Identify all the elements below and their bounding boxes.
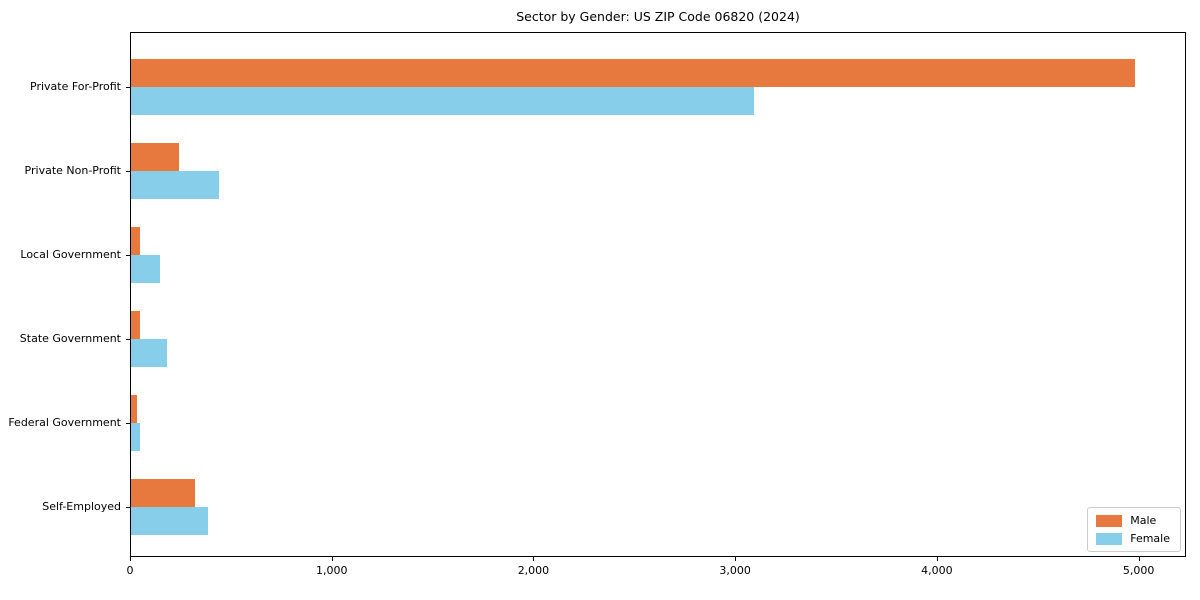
- category-label: State Government: [19, 332, 121, 345]
- y-axis-tick: [126, 423, 130, 424]
- x-axis-tick: [735, 557, 737, 561]
- category-label: Federal Government: [8, 416, 121, 429]
- y-axis-tick: [126, 87, 130, 88]
- male-bar: [131, 395, 138, 423]
- x-axis-tick: [936, 557, 938, 561]
- female-bar: [131, 423, 141, 451]
- y-axis-tick: [126, 339, 130, 340]
- female-bar: [131, 507, 208, 535]
- x-tick-label: 3,000: [719, 564, 751, 577]
- legend: Male Female: [1087, 507, 1181, 552]
- x-tick-label: 0: [126, 564, 134, 577]
- male-bar: [131, 143, 180, 171]
- y-axis-tick: [126, 255, 130, 256]
- x-tick-label: 2,000: [517, 564, 550, 577]
- male-bar: [131, 227, 141, 255]
- x-axis-tick: [331, 557, 333, 561]
- y-axis-tick: [126, 171, 130, 172]
- plot-area: [130, 32, 1186, 557]
- legend-item-male: Male: [1096, 514, 1170, 527]
- x-tick-label: 1,000: [315, 564, 348, 577]
- chart-title: Sector by Gender: US ZIP Code 06820 (202…: [516, 9, 800, 24]
- x-axis-tick: [1138, 557, 1140, 561]
- category-label: Local Government: [20, 248, 121, 261]
- category-label: Private Non-Profit: [24, 164, 121, 177]
- male-bar: [131, 479, 195, 507]
- female-bar: [131, 87, 755, 115]
- category-label: Private For-Profit: [30, 80, 121, 93]
- female-color-swatch: [1096, 532, 1123, 545]
- female-bar: [131, 339, 168, 367]
- x-tick-label: 4,000: [921, 564, 953, 577]
- female-bar: [131, 255, 161, 283]
- x-tick-label: 5,000: [1122, 564, 1155, 577]
- male-bar: [131, 59, 1135, 87]
- y-axis-tick: [126, 507, 130, 508]
- legend-label-female: Female: [1130, 532, 1170, 545]
- female-bar: [131, 171, 219, 199]
- legend-item-female: Female: [1096, 532, 1170, 545]
- male-color-swatch: [1096, 514, 1123, 527]
- legend-label-male: Male: [1130, 514, 1157, 527]
- x-axis-tick: [533, 557, 535, 561]
- x-axis-tick: [130, 557, 131, 561]
- male-bar: [131, 311, 141, 339]
- category-label: Self-Employed: [42, 500, 121, 513]
